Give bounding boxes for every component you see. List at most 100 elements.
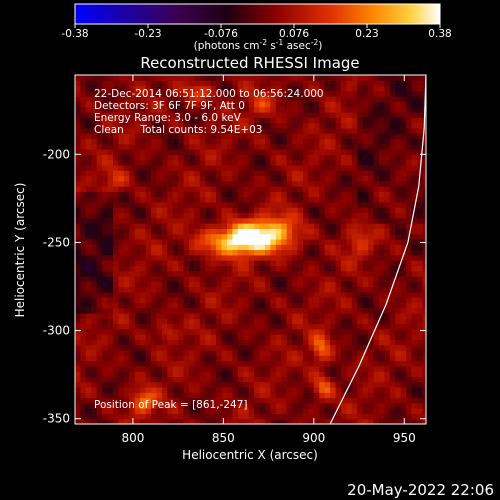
heatmap-cell xyxy=(259,392,266,399)
heatmap-cell xyxy=(145,275,152,282)
heatmap-cell xyxy=(145,228,152,235)
heatmap-cell xyxy=(85,149,92,155)
heatmap-cell xyxy=(156,392,163,399)
heatmap-cell xyxy=(319,291,326,298)
heatmap-cell xyxy=(411,260,418,266)
heatmap-cell xyxy=(313,275,320,282)
heatmap-cell xyxy=(400,217,407,224)
heatmap-cell xyxy=(248,307,255,314)
heatmap-cell xyxy=(389,302,396,309)
heatmap-cell xyxy=(286,249,293,256)
heatmap-cell xyxy=(254,238,261,245)
heatmap-cell xyxy=(362,392,369,399)
heatmap-cell xyxy=(389,381,396,388)
heatmap-cell xyxy=(302,344,309,351)
heatmap-cell xyxy=(75,244,82,251)
heatmap-cell xyxy=(395,159,402,166)
heatmap-cell xyxy=(286,217,293,224)
heatmap-cell xyxy=(243,260,250,266)
heatmap-cell xyxy=(134,196,141,203)
heatmap-cell xyxy=(80,238,87,245)
heatmap-cell xyxy=(96,275,103,282)
heatmap-cell xyxy=(373,164,380,171)
heatmap-cell xyxy=(167,106,174,113)
heatmap-cell xyxy=(308,159,315,166)
heatmap-cell xyxy=(281,265,288,272)
heatmap-cell xyxy=(118,112,125,118)
heatmap-cell xyxy=(232,334,239,340)
heatmap-cell xyxy=(112,149,120,155)
heatmap-cell xyxy=(368,201,375,208)
heatmap-cell xyxy=(85,265,92,272)
heatmap-cell xyxy=(156,291,163,298)
heatmap-cell xyxy=(286,127,293,134)
heatmap-cell xyxy=(161,291,168,298)
heatmap-cell xyxy=(237,418,244,424)
heatmap-cell xyxy=(422,307,426,314)
heatmap-cell xyxy=(248,207,255,214)
heatmap-cell xyxy=(368,281,375,288)
heatmap-cell xyxy=(416,281,423,288)
heatmap-cell xyxy=(85,402,92,409)
heatmap-cell xyxy=(313,355,320,362)
heatmap-cell xyxy=(378,291,385,298)
heatmap-cell xyxy=(378,418,385,424)
heatmap-cell xyxy=(368,154,375,161)
heatmap-cell xyxy=(216,233,223,240)
heatmap-cell xyxy=(150,122,158,129)
heatmap-cell xyxy=(243,386,250,393)
heatmap-cell xyxy=(150,413,158,420)
heatmap-cell xyxy=(226,244,234,251)
heatmap-cell xyxy=(205,275,212,282)
heatmap-cell xyxy=(384,328,391,335)
heatmap-cell xyxy=(335,260,342,266)
heatmap-cell xyxy=(395,344,402,351)
heatmap-cell xyxy=(389,101,396,108)
heatmap-cell xyxy=(80,143,87,150)
heatmap-cell xyxy=(384,334,391,340)
heatmap-cell xyxy=(172,355,179,362)
heatmap-cell xyxy=(302,122,309,129)
heatmap-cell xyxy=(254,149,261,155)
heatmap-cell xyxy=(275,270,282,277)
heatmap-cell xyxy=(156,223,163,229)
heatmap-cell xyxy=(178,260,185,266)
heatmap-cell xyxy=(389,349,396,356)
heatmap-cell xyxy=(178,217,185,224)
heatmap-cell xyxy=(167,223,174,229)
heatmap-cell xyxy=(167,392,174,399)
heatmap-cell xyxy=(129,143,136,150)
heatmap-cell xyxy=(178,371,185,378)
heatmap-cell xyxy=(145,265,152,272)
heatmap-cell xyxy=(156,85,163,92)
heatmap-cell xyxy=(161,312,168,319)
heatmap-cell xyxy=(107,349,114,356)
heatmap-cell xyxy=(140,133,147,140)
heatmap-cell xyxy=(416,297,423,303)
heatmap-cell xyxy=(275,281,282,288)
heatmap-cell xyxy=(75,344,82,351)
heatmap-cell xyxy=(406,159,413,166)
heatmap-cell xyxy=(340,360,347,367)
heatmap-cell xyxy=(221,207,228,214)
heatmap-cell xyxy=(118,228,125,235)
heatmap-cell xyxy=(275,244,282,251)
heatmap-cell xyxy=(270,344,277,351)
heatmap-cell xyxy=(422,408,426,415)
heatmap-cell xyxy=(123,90,130,97)
heatmap-cell xyxy=(335,328,342,335)
heatmap-cell xyxy=(205,180,212,187)
heatmap-cell xyxy=(384,127,391,134)
plot-area: 800 850 900 950-200-250-300-350 xyxy=(43,74,427,445)
heatmap-cell xyxy=(411,80,418,87)
heatmap-cell xyxy=(96,286,103,293)
heatmap-cell xyxy=(313,244,320,251)
heatmap-cell xyxy=(281,291,288,298)
heatmap-cell xyxy=(140,312,147,319)
heatmap-cell xyxy=(384,80,391,87)
heatmap-cell xyxy=(216,408,223,415)
heatmap-cell xyxy=(199,291,206,298)
heatmap-cell xyxy=(373,360,380,367)
heatmap-cell xyxy=(422,191,426,198)
heatmap-cell xyxy=(226,138,234,145)
